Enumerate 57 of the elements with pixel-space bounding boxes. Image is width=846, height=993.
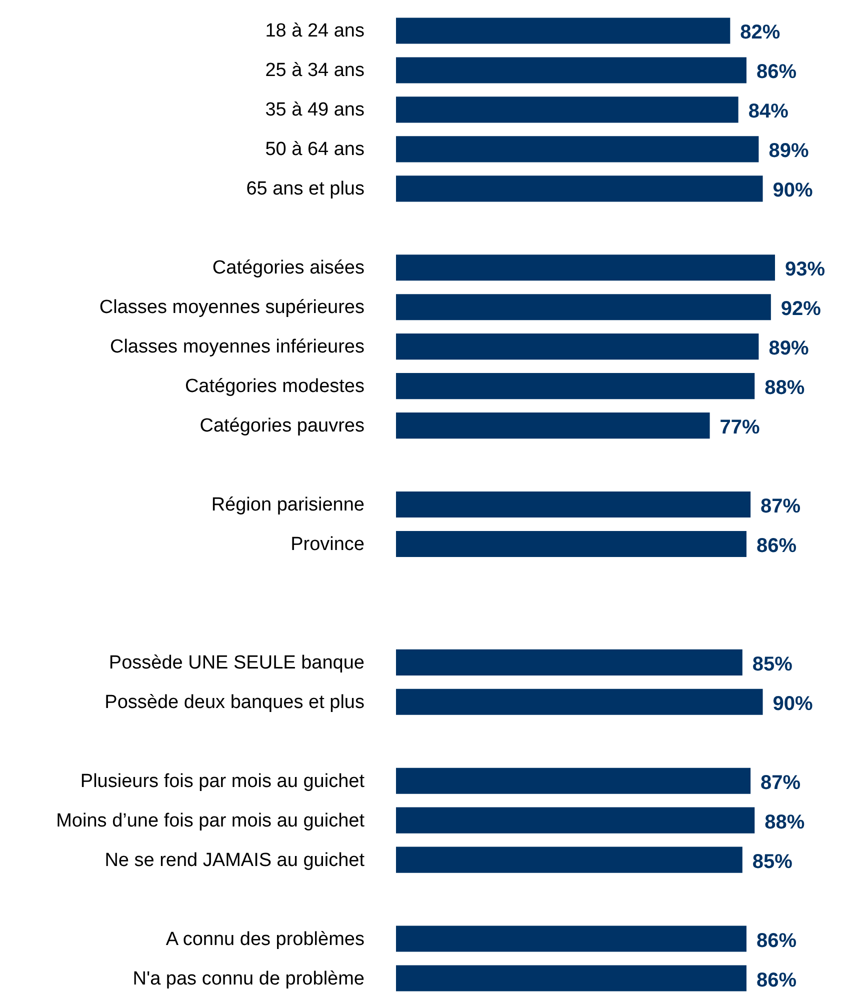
data-label: 85% (752, 653, 793, 676)
data-label: 89% (768, 338, 809, 360)
y-tick-label: Province (290, 534, 364, 555)
bar (396, 491, 751, 518)
data-label: 84% (748, 100, 789, 123)
y-tick-label: Catégories modestes (184, 376, 364, 398)
y-tick-label: 50 à 64 ans (265, 139, 364, 160)
data-label: 82% (740, 22, 780, 44)
data-label: 77% (720, 416, 760, 439)
data-label: 88% (764, 377, 805, 400)
bar (396, 768, 751, 794)
bar (396, 412, 710, 439)
data-label: 93% (785, 258, 826, 281)
bar (396, 96, 738, 123)
bar (396, 926, 746, 952)
bar (396, 688, 763, 715)
y-tick-label: Plusieurs fois par mois au guichet (80, 770, 366, 792)
data-label: 85% (752, 850, 793, 873)
y-tick-label: Moins d’une fois par mois au guichet (56, 810, 366, 832)
y-tick-label: Région parisienne (211, 494, 364, 516)
data-label: 87% (760, 496, 801, 518)
y-tick-label: Classes moyennes supérieures (99, 297, 364, 318)
bar (396, 649, 742, 676)
data-label: 86% (756, 969, 797, 992)
bar (396, 846, 742, 873)
bar (396, 136, 759, 162)
bar (396, 57, 746, 84)
data-label: 90% (772, 180, 814, 202)
y-tick-label: 25 à 34 ans (265, 60, 364, 82)
data-label: 86% (756, 534, 797, 557)
y-tick-label: Ne se rend JAMAIS au guichet (104, 850, 366, 871)
y-tick-label: Catégories pauvres (200, 416, 364, 437)
bar (396, 176, 763, 202)
y-tick-label: Possède UNE SEULE banque (108, 652, 364, 674)
data-label: 86% (756, 930, 797, 952)
data-label: 89% (768, 140, 809, 162)
bar (396, 807, 755, 834)
data-label: 86% (756, 61, 797, 84)
bar (396, 334, 759, 360)
y-tick-label: A connu des problèmes (166, 928, 364, 950)
data-label: 87% (760, 772, 801, 794)
y-tick-label: N'a pas connu de problème (132, 968, 364, 990)
y-tick-label: Possède deux banques et plus (104, 692, 364, 713)
y-tick-label: Classes moyennes inférieures (110, 336, 364, 358)
data-label: 90% (772, 692, 814, 715)
data-label: 92% (780, 298, 822, 320)
y-tick-label: 65 ans et plus (246, 178, 364, 200)
data-label: 88% (764, 811, 805, 834)
y-tick-label: 18 à 24 ans (265, 20, 364, 42)
bar (396, 965, 746, 992)
bar (396, 373, 755, 400)
bar (396, 18, 730, 44)
y-tick-label: 35 à 49 ans (265, 100, 364, 121)
bar (396, 294, 771, 320)
bar (396, 254, 775, 281)
y-tick-label: Catégories aisées (212, 258, 364, 279)
bar (396, 530, 746, 558)
